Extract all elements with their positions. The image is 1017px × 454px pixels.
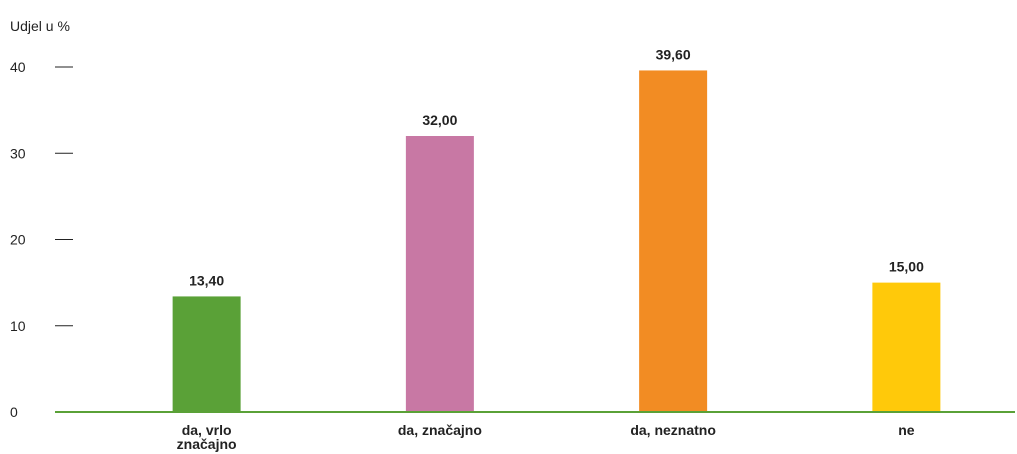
category-label: značajno (177, 436, 237, 452)
category-label: da, vrlo (182, 422, 232, 438)
bar-value-label: 32,00 (422, 112, 457, 128)
y-tick-label: 30 (10, 145, 26, 161)
bar (639, 70, 708, 412)
y-axis-ticks: 0 10 20 30 40 (10, 59, 73, 420)
bar-value-label: 39,60 (656, 46, 691, 62)
bar (405, 136, 474, 412)
category-label: da, neznatno (630, 422, 716, 438)
category-label: ne (898, 422, 915, 438)
bar (172, 296, 241, 412)
bars (172, 70, 941, 412)
y-axis-label: Udjel u % (10, 18, 70, 34)
y-tick-label: 40 (10, 59, 26, 75)
value-labels: 13,40 32,00 39,60 15,00 (189, 46, 924, 288)
bar (872, 282, 941, 412)
category-label: da, značajno (398, 422, 482, 438)
y-tick-label: 10 (10, 318, 26, 334)
y-tick-label: 0 (10, 404, 18, 420)
y-tick-label: 20 (10, 232, 26, 248)
bar-value-label: 15,00 (889, 259, 924, 275)
bar-value-label: 13,40 (189, 272, 224, 288)
